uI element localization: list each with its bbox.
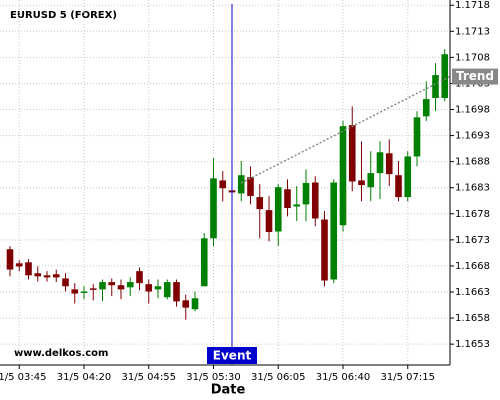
candle-body	[210, 178, 217, 239]
candle-body	[376, 152, 384, 174]
y-tick-label: 1.1693	[455, 131, 490, 142]
candle-body	[404, 156, 412, 198]
candle-body	[339, 126, 347, 226]
candle-body	[302, 183, 310, 205]
event-label-box	[207, 347, 257, 364]
y-tick-label: 1.1663	[455, 287, 490, 298]
candle-body	[6, 249, 14, 270]
y-tick-label: 1.1673	[455, 235, 490, 246]
candle-body	[274, 187, 282, 232]
y-tick-label: 1.1653	[455, 339, 490, 350]
candle-body	[99, 282, 106, 290]
candle-body	[15, 263, 23, 267]
candle-body	[367, 173, 375, 188]
y-tick-label: 1.1683	[455, 183, 490, 194]
candle-body	[173, 282, 180, 302]
candle-body	[413, 117, 421, 157]
watermark: www.delkos.com	[14, 348, 108, 359]
y-tick-label: 1.1708	[455, 52, 490, 63]
candle-body	[25, 262, 32, 276]
candle-body	[395, 175, 402, 198]
candle-body	[256, 197, 264, 210]
x-tick-label: 31/5 04:55	[122, 372, 176, 383]
candle-body	[330, 182, 338, 280]
y-tick-label: 1.1658	[455, 313, 490, 324]
candle-body	[108, 282, 116, 286]
trend-line	[240, 75, 451, 184]
candle-body	[237, 175, 245, 194]
candle-body	[34, 273, 42, 277]
candle-body	[145, 284, 153, 292]
candle-body	[247, 177, 254, 197]
y-tick-label: 1.1668	[455, 261, 490, 272]
x-tick-label: 31/5 06:05	[251, 372, 305, 383]
candle-body	[219, 180, 227, 189]
x-tick-label: 31/5 05:30	[186, 372, 240, 383]
x-tick-label: 31/5 07:15	[381, 372, 435, 383]
y-tick-label: 1.1678	[455, 209, 490, 220]
candle-body	[191, 298, 199, 310]
candle-body	[311, 182, 319, 219]
candle-body	[154, 286, 162, 290]
candle-body	[321, 219, 328, 281]
x-axis-title: Date	[211, 383, 246, 398]
candle-body	[43, 275, 51, 278]
candle-body	[71, 289, 79, 294]
x-tick-label: 31/5 04:20	[57, 372, 111, 383]
candle-body	[358, 180, 365, 186]
candle-body	[265, 210, 273, 233]
trend-label-box	[452, 68, 498, 85]
candle-body	[163, 282, 171, 298]
y-tick-label: 1.1698	[455, 105, 490, 116]
trend-label: Trend	[456, 69, 494, 83]
chart-title: EURUSD 5 (FOREX)	[10, 10, 117, 21]
event-label: Event	[213, 349, 252, 363]
y-tick-label: 1.1713	[455, 26, 490, 37]
candle-body	[52, 274, 60, 278]
candle-body	[385, 153, 393, 175]
candle-body	[62, 278, 69, 287]
x-tick-label: 31/5 06:40	[316, 372, 370, 383]
candle-body	[80, 291, 88, 293]
candle-body	[200, 238, 208, 287]
candle-body	[441, 54, 449, 99]
y-tick-label: 1.1688	[455, 157, 490, 168]
candle-body	[432, 75, 439, 99]
candle-body	[293, 204, 301, 207]
candle-body	[284, 189, 291, 209]
candle-body	[422, 99, 430, 117]
y-tick-label: 1.1718	[455, 0, 490, 11]
candle-body	[126, 282, 134, 288]
x-tick-label: 31/5 03:45	[0, 372, 46, 383]
candle-body	[117, 285, 125, 290]
candle-body	[136, 271, 143, 284]
candle-body	[182, 300, 190, 308]
candle-body	[89, 288, 97, 290]
candle-body	[348, 125, 356, 182]
